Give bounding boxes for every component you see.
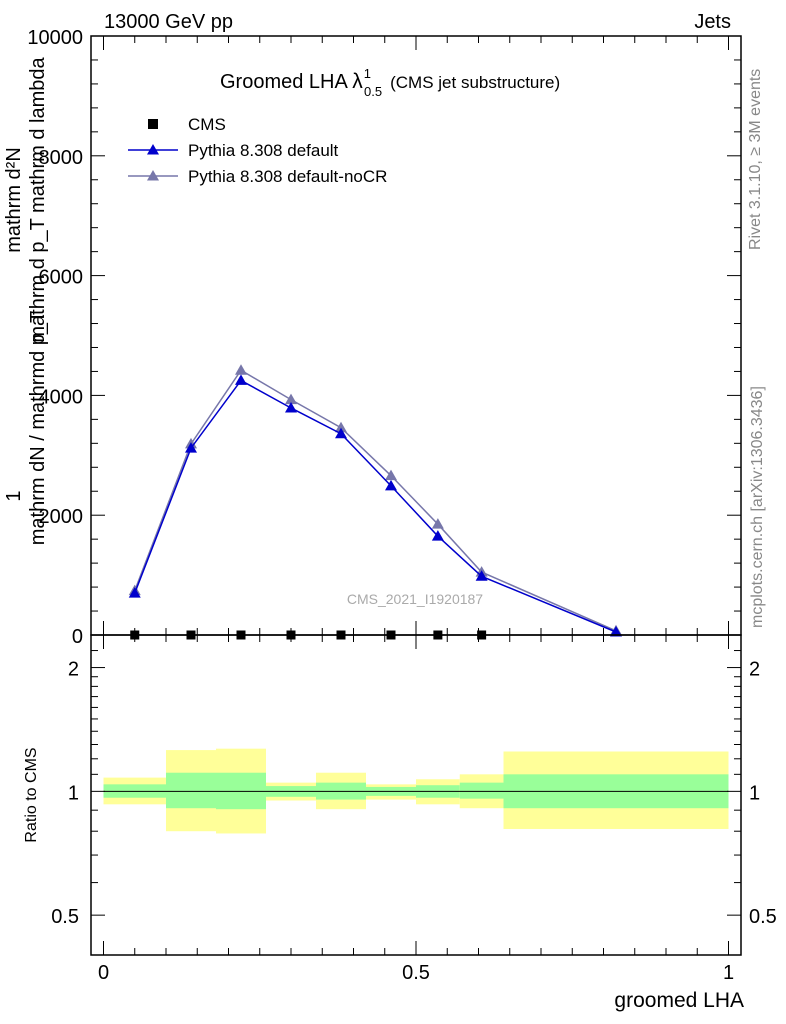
title-lambda: λ xyxy=(352,70,363,93)
ylabel-prefix-num: 1 xyxy=(3,490,25,501)
legend-label: CMS xyxy=(188,115,226,134)
legend-label: Pythia 8.308 default xyxy=(188,141,339,160)
x-tick-label: 0 xyxy=(98,962,109,984)
rivet-label: Rivet 3.1.10, ≥ 3M events xyxy=(747,69,764,250)
ratio-ytick-label-right: 2 xyxy=(749,659,760,681)
mcplots-label: mcplots.cern.ch [arXiv:1306.3436] xyxy=(749,386,766,628)
legend-marker-default xyxy=(147,144,159,155)
main-ytick-label: 10000 xyxy=(27,27,83,49)
ylabel-numerator: mathrm d²N xyxy=(3,147,25,253)
analysis-watermark: CMS_2021_I1920187 xyxy=(347,591,483,607)
series-point-nocr xyxy=(285,393,297,405)
legend-label: Pythia 8.308 default-noCR xyxy=(188,167,387,186)
ratio-ylabel: Ratio to CMS xyxy=(23,747,40,842)
x-axis-label: groomed LHA xyxy=(614,989,744,1012)
series-point-default xyxy=(475,570,488,581)
series-point-default xyxy=(610,626,622,637)
main-ylabel: 1 mathrm dN / mathrmd p_T mathrm d²N mat… xyxy=(3,56,49,545)
ratio-band-inner xyxy=(166,772,216,809)
ratio-ytick-label-right: 0.5 xyxy=(749,906,777,928)
legend-marker-noCR xyxy=(147,170,159,181)
series-point-nocr xyxy=(385,469,397,481)
header-energy-label: 13000 GeV pp xyxy=(104,11,233,33)
ratio-ytick-label-right: 1 xyxy=(749,782,760,804)
legend: CMS Pythia 8.308 default Pythia 8.308 defa… xyxy=(128,115,387,186)
main-ytick-label: 6000 xyxy=(39,267,84,289)
series-point-nocr xyxy=(235,364,247,375)
axes-layer: 0 2000 4000 6000 8000 10000 0 0.5 1 0.5 0.5 1 1 2 2 xyxy=(27,27,776,984)
title-subscript: 0.5 xyxy=(364,84,382,99)
ylabel-prefix-den: mathrm dN / mathrmd p_T xyxy=(27,311,49,546)
main-ytick-label: 8000 xyxy=(39,147,84,169)
series-point-nocr xyxy=(335,421,347,433)
ratio-ytick-label-left: 1 xyxy=(68,782,79,804)
legend-marker-cms xyxy=(148,119,158,129)
main-ytick-label: 4000 xyxy=(39,386,84,408)
title-note: (CMS jet substructure) xyxy=(390,73,560,92)
series-point-default xyxy=(335,427,347,439)
main-ytick-label: 0 xyxy=(72,626,83,648)
series-point-default xyxy=(431,530,444,541)
series-point-nocr xyxy=(431,518,444,529)
series-point-default xyxy=(285,401,297,413)
ratio-ytick-label-left: 0.5 xyxy=(51,906,79,928)
ratio-ytick-label-left: 2 xyxy=(68,659,79,681)
series-point-default xyxy=(128,587,141,598)
title-superscript: 1 xyxy=(364,66,371,81)
title-main-text: Groomed LHA xyxy=(220,71,352,93)
series-point-default xyxy=(185,442,197,453)
ylabel-denominator: mathrm d p_T mathrm d lambda xyxy=(27,56,49,342)
x-tick-label: 1 xyxy=(723,962,734,984)
main-ytick-label: 2000 xyxy=(39,506,84,528)
main-plot-title: Groomed LHA λ1 0.5 (CMS jet substructure) xyxy=(220,66,560,99)
series-point-default xyxy=(385,479,397,491)
series-point-default xyxy=(235,374,247,385)
ratio-band-inner xyxy=(459,782,504,799)
x-tick-label: 0.5 xyxy=(402,962,430,984)
header-jets-label: Jets xyxy=(694,11,731,33)
